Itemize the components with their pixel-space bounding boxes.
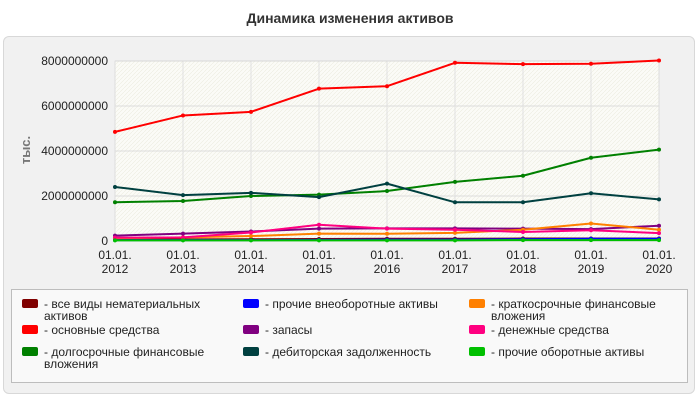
legend-label: - все виды нематериальных активов — [44, 297, 201, 323]
legend-label: - краткосрочные финансовые вложения — [491, 297, 656, 323]
x-tick-label: 01.01. 2019 — [574, 248, 607, 276]
y-tick-label: 6000000000 — [41, 99, 108, 113]
legend-swatch — [469, 347, 485, 356]
data-point — [453, 200, 457, 205]
data-point — [589, 238, 593, 243]
data-point — [521, 230, 525, 234]
data-point — [317, 226, 321, 231]
legend-label: - запасы — [265, 323, 313, 337]
data-point — [453, 238, 457, 243]
legend-swatch — [469, 325, 485, 334]
data-point — [453, 227, 457, 232]
data-point — [385, 231, 389, 236]
legend-label: - дебиторская задолженность — [265, 345, 432, 359]
x-tick-label: 01.01. 2020 — [642, 248, 675, 276]
y-tick-label: 4000000000 — [41, 144, 108, 158]
legend-swatch — [22, 347, 38, 356]
legend-label: - прочие внеоборотные активы — [265, 297, 438, 311]
data-point — [249, 194, 253, 198]
data-point — [385, 84, 389, 89]
data-point — [657, 58, 661, 63]
x-tick-label: 01.01. 2015 — [302, 248, 335, 276]
data-point — [317, 231, 321, 236]
data-point — [249, 190, 253, 195]
legend-label: - прочие оборотные активы — [491, 345, 645, 359]
x-tick-label: 01.01. 2014 — [234, 248, 267, 276]
x-tick-label: 01.01. 2012 — [98, 248, 131, 276]
data-point — [589, 61, 593, 66]
data-point — [657, 197, 661, 202]
data-point — [521, 238, 525, 243]
data-point — [453, 60, 457, 65]
x-tick-label: 01.01. 2013 — [166, 248, 199, 276]
series-lines — [113, 58, 661, 243]
series-долгосрочные-финансовые-вложения — [113, 147, 661, 205]
y-tick-label: 0 — [101, 234, 108, 248]
data-point — [181, 198, 185, 203]
legend: - все виды нематериальных активов - основ… — [11, 289, 688, 383]
data-point — [521, 62, 525, 67]
line-chart: 0 2000000000 4000000000 6000000000 800000000… — [18, 54, 676, 276]
x-tick-label: 01.01. 2017 — [438, 248, 471, 276]
data-point — [657, 238, 661, 243]
data-point — [385, 226, 389, 231]
y-axis-label: тыс. — [18, 136, 33, 164]
legend-swatch — [22, 325, 38, 334]
data-point — [181, 193, 185, 198]
y-tick-label: 8000000000 — [41, 54, 108, 68]
data-point — [657, 231, 661, 236]
x-axis: 01.01. 2012 01.01. 2013 01.01. 2014 01.01. 2015… — [98, 248, 675, 276]
data-point — [521, 173, 525, 178]
data-point — [181, 113, 185, 118]
x-tick-label: 01.01. 2018 — [506, 248, 539, 276]
data-point — [113, 185, 117, 189]
data-point — [589, 155, 593, 160]
data-point — [317, 195, 321, 200]
data-point — [589, 228, 593, 233]
legend-label: - основные средства — [44, 323, 160, 337]
data-point — [453, 179, 457, 184]
data-point — [113, 129, 117, 134]
data-point — [249, 230, 253, 235]
series-дебиторская-задолженность — [113, 181, 661, 205]
legend-swatch — [243, 347, 259, 356]
data-point — [385, 189, 389, 194]
legend-swatch — [22, 299, 38, 308]
data-point — [521, 200, 525, 205]
data-point — [113, 200, 117, 205]
data-point — [181, 238, 185, 243]
chart-title: Динамика изменения активов — [246, 10, 454, 26]
data-point — [181, 235, 185, 240]
y-tick-label: 2000000000 — [41, 189, 108, 203]
data-point — [181, 231, 185, 236]
series-прочие-оборотные-активы — [113, 238, 661, 243]
data-point — [317, 86, 321, 91]
data-point — [249, 234, 253, 239]
legend-label: - долгосрочные финансовые вложения — [44, 345, 205, 371]
legend-swatch — [243, 299, 259, 308]
data-point — [385, 238, 389, 243]
data-point — [657, 147, 661, 152]
series-основные-средства — [113, 58, 661, 134]
data-point — [317, 222, 321, 227]
data-point — [249, 109, 253, 114]
data-point — [589, 221, 593, 226]
legend-swatch — [243, 325, 259, 334]
legend-swatch — [469, 299, 485, 308]
legend-label: - денежные средства — [491, 323, 609, 337]
x-tick-label: 01.01. 2016 — [370, 248, 403, 276]
data-point — [657, 223, 661, 228]
data-point — [249, 238, 253, 243]
data-point — [317, 238, 321, 243]
data-point — [385, 181, 389, 186]
data-point — [657, 227, 661, 232]
data-point — [453, 230, 457, 235]
data-point — [113, 238, 117, 243]
data-point — [589, 191, 593, 196]
y-axis: 0 2000000000 4000000000 6000000000 800000000… — [41, 54, 108, 248]
